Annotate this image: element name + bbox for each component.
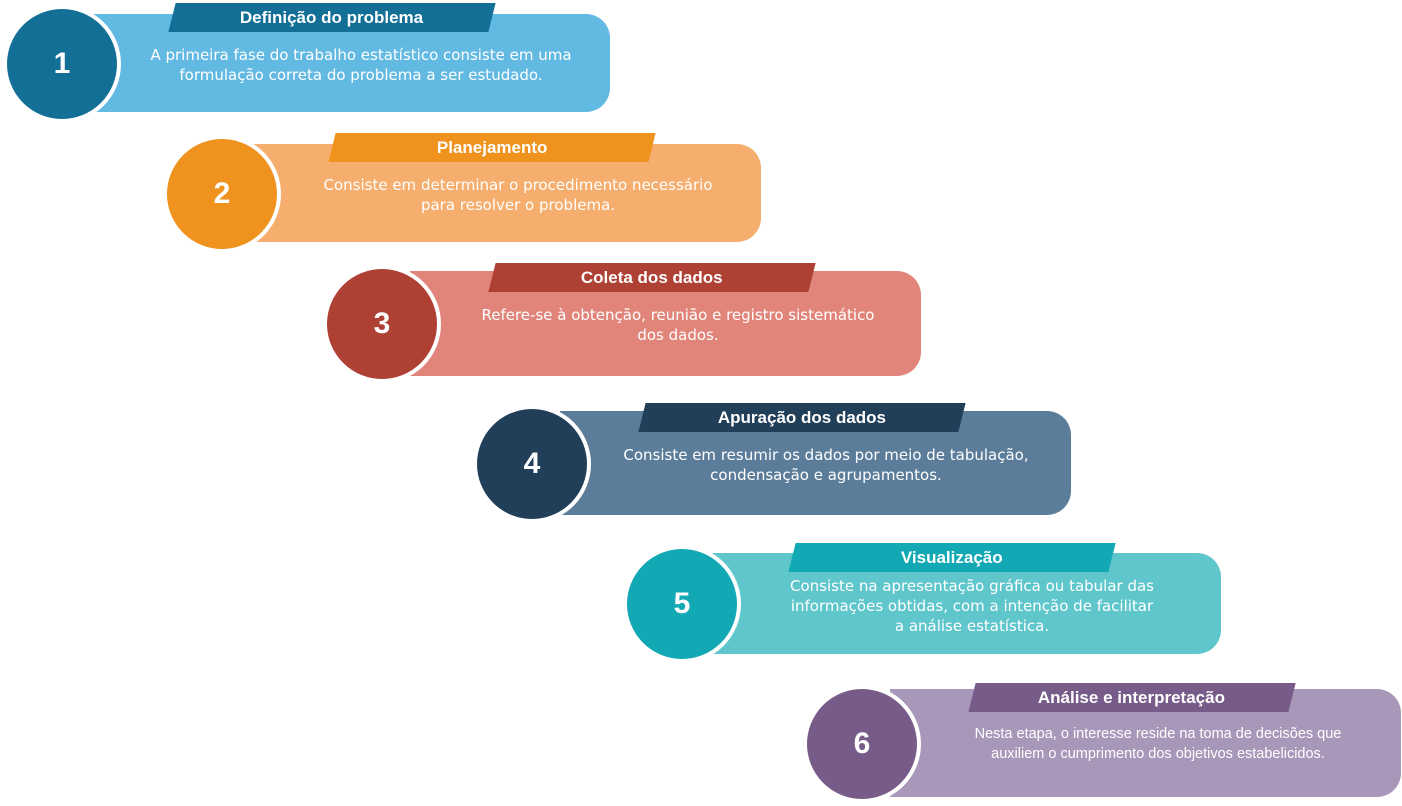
step-title-banner: Visualização: [788, 543, 1116, 572]
step-title-banner: Definição do problema: [168, 3, 496, 32]
step-number-circle: 4: [473, 405, 591, 523]
step-title: Definição do problema: [240, 7, 424, 27]
step-description: A primeira fase do trabalho estatístico …: [150, 46, 572, 84]
step-description: Consiste em resumir os dados por meio de…: [623, 446, 1029, 484]
step-description: Consiste na apresentação gráfica ou tabu…: [790, 577, 1154, 635]
step-number-circle: 1: [3, 5, 121, 123]
step-title-banner: Apuração dos dados: [638, 403, 966, 432]
step-title: Apuração dos dados: [717, 407, 887, 427]
step-title: Coleta dos dados: [581, 267, 723, 287]
step-description: Consiste em determinar o procedimento ne…: [323, 176, 713, 214]
step-title: Análise e interpretação: [1038, 687, 1226, 707]
step-title: Planejamento: [436, 137, 548, 157]
step-number-circle: 2: [163, 135, 281, 253]
step-title-banner: Coleta dos dados: [488, 263, 816, 292]
step-description: Nesta etapa, o interesse reside na toma …: [974, 726, 1342, 762]
step-title: Visualização: [901, 547, 1003, 567]
step-number-circle: 3: [323, 265, 441, 383]
step-description: Refere-se à obtenção, reunião e registro…: [481, 306, 875, 344]
step-number-circle: 6: [803, 685, 921, 803]
step-title-banner: Análise e interpretação: [968, 683, 1296, 712]
step-number-circle: 5: [623, 545, 741, 663]
step-title-banner: Planejamento: [328, 133, 656, 162]
